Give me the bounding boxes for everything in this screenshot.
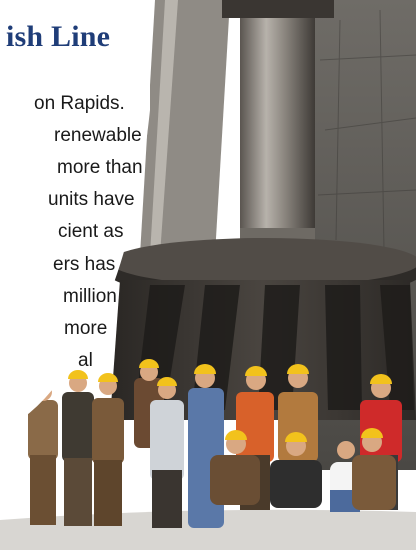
body-line: on Rapids.	[34, 93, 125, 114]
body-line: million	[63, 286, 117, 307]
wall-texture	[317, 9, 416, 251]
worker	[150, 377, 184, 528]
text-backdrop	[0, 0, 150, 430]
body-line: more	[64, 318, 108, 339]
worker	[62, 370, 94, 526]
body-line: renewable	[54, 125, 142, 146]
body-line: units have	[48, 189, 135, 210]
worker	[270, 432, 322, 508]
body-line: ers has	[53, 254, 116, 275]
body-line: cient as	[58, 221, 124, 242]
article-title: ish Line	[6, 20, 111, 53]
turbine-shaft	[240, 0, 315, 245]
worker	[352, 428, 396, 510]
workers-front-row	[210, 428, 396, 512]
worker	[210, 430, 260, 505]
worker	[92, 373, 124, 526]
body-line: more than	[57, 157, 143, 178]
body-line: al	[78, 350, 93, 371]
